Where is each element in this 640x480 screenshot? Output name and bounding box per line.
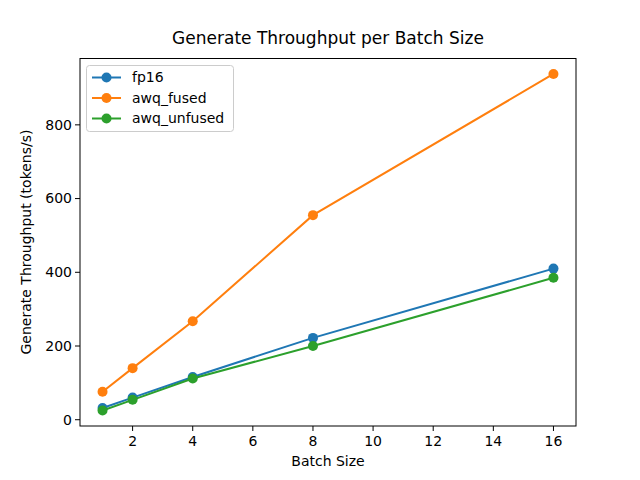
x-tick-label: 10: [364, 433, 382, 449]
legend-sample-marker-awq_fused: [102, 93, 112, 103]
y-tick-label: 0: [63, 412, 72, 428]
x-tick-label: 16: [545, 433, 563, 449]
legend-sample-marker-awq_unfused: [102, 114, 112, 124]
data-point-awq_unfused: [98, 406, 108, 416]
data-point-fp16: [548, 264, 558, 274]
x-tick-label: 6: [248, 433, 257, 449]
y-tick-label: 800: [45, 117, 72, 133]
legend-sample-marker-fp16: [102, 73, 112, 83]
data-point-awq_fused: [98, 387, 108, 397]
data-point-awq_fused: [188, 316, 198, 326]
data-point-awq_unfused: [188, 373, 198, 383]
data-point-awq_unfused: [128, 395, 138, 405]
legend-label-awq_unfused: awq_unfused: [132, 110, 224, 126]
x-tick-label: 4: [188, 433, 197, 449]
legend-label-awq_fused: awq_fused: [132, 90, 207, 106]
legend-label-fp16: fp16: [132, 69, 164, 85]
chart-figure: Generate Throughput per Batch Size Gener…: [0, 0, 640, 480]
x-tick-label: 12: [424, 433, 442, 449]
data-point-awq_unfused: [308, 341, 318, 351]
y-tick-label: 200: [45, 338, 72, 354]
x-tick-label: 8: [309, 433, 318, 449]
plot-area: 2 4 6 8 10 12 14 16 0 200 400 600 800 fp16 awq_fusedaw…: [0, 0, 640, 480]
data-point-awq_fused: [128, 363, 138, 373]
data-point-awq_fused: [308, 210, 318, 220]
series-line-awq_unfused: [103, 278, 554, 411]
data-point-awq_unfused: [548, 273, 558, 283]
x-tick-label: 2: [128, 433, 137, 449]
x-tick-label: 14: [484, 433, 502, 449]
y-tick-label: 600: [45, 190, 72, 206]
y-tick-label: 400: [45, 264, 72, 280]
data-point-awq_fused: [548, 69, 558, 79]
